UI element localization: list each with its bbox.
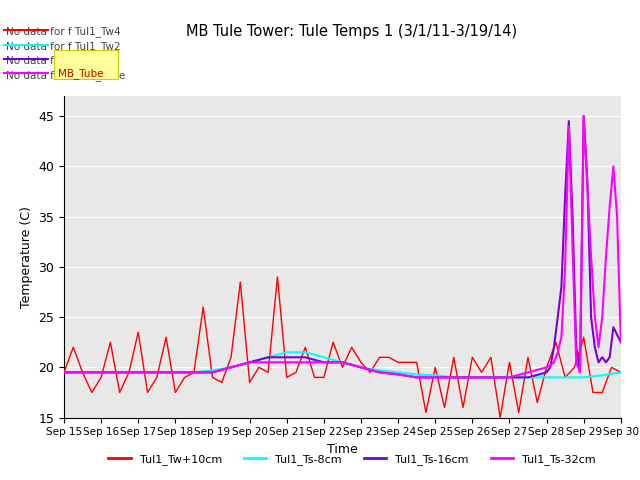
Legend: Tul1_Tw+10cm, Tul1_Ts-8cm, Tul1_Ts-16cm, Tul1_Ts-32cm: Tul1_Tw+10cm, Tul1_Ts-8cm, Tul1_Ts-16cm,…	[104, 450, 600, 469]
Text: No data for f Tul1_Tw4: No data for f Tul1_Tw4	[6, 26, 121, 37]
X-axis label: Time: Time	[327, 443, 358, 456]
Text: No data for f Tul1_Ts2: No data for f Tul1_Ts2	[6, 55, 118, 66]
Text: MB_Tube: MB_Tube	[58, 68, 103, 79]
Text: No data for f Tul1_Tube: No data for f Tul1_Tube	[6, 70, 125, 81]
Text: No data for f Tul1_Tw2: No data for f Tul1_Tw2	[6, 41, 121, 52]
Y-axis label: Temperature (C): Temperature (C)	[20, 206, 33, 308]
Text: MB Tule Tower: Tule Temps 1 (3/1/11-3/19/14): MB Tule Tower: Tule Temps 1 (3/1/11-3/19…	[186, 24, 518, 39]
